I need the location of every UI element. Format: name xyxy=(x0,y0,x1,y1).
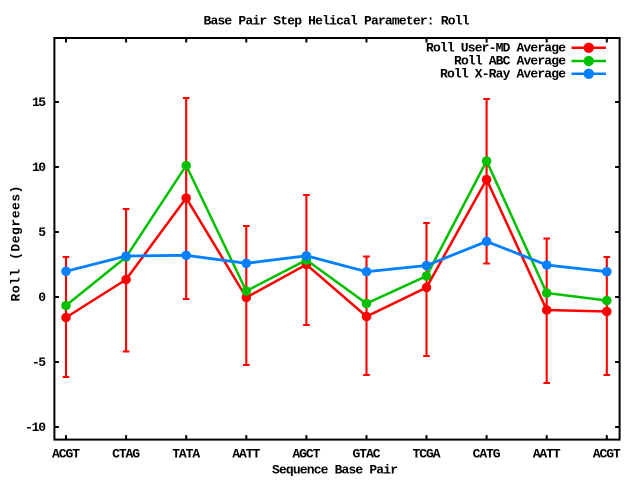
svg-text:TCGA: TCGA xyxy=(413,447,441,462)
svg-text:AATT: AATT xyxy=(232,447,260,462)
svg-text:TATA: TATA xyxy=(172,447,200,462)
svg-text:CATG: CATG xyxy=(473,447,501,462)
svg-text:Roll ABC Average: Roll ABC Average xyxy=(454,54,566,69)
svg-text:Sequence Base Pair: Sequence Base Pair xyxy=(272,463,398,478)
svg-text:Base Pair Step Helical Paramet: Base Pair Step Helical Parameter: Roll xyxy=(204,14,470,29)
svg-text:10: 10 xyxy=(32,160,46,175)
svg-text:AATT: AATT xyxy=(533,447,561,462)
svg-text:-10: -10 xyxy=(25,420,46,435)
svg-text:ACGT: ACGT xyxy=(593,447,621,462)
svg-text:CTAG: CTAG xyxy=(112,447,140,462)
svg-text:Roll (Degrees): Roll (Degrees) xyxy=(9,186,24,302)
svg-text:GTAC: GTAC xyxy=(353,447,381,462)
svg-text:0: 0 xyxy=(38,290,46,305)
svg-text:ACGT: ACGT xyxy=(52,447,80,462)
svg-text:Roll X-Ray Average: Roll X-Ray Average xyxy=(440,67,566,82)
svg-text:Roll User-MD Average: Roll User-MD Average xyxy=(426,41,566,56)
svg-text:AGCT: AGCT xyxy=(292,447,320,462)
svg-text:5: 5 xyxy=(38,225,46,240)
svg-text:15: 15 xyxy=(32,95,46,110)
svg-text:-5: -5 xyxy=(32,355,46,370)
